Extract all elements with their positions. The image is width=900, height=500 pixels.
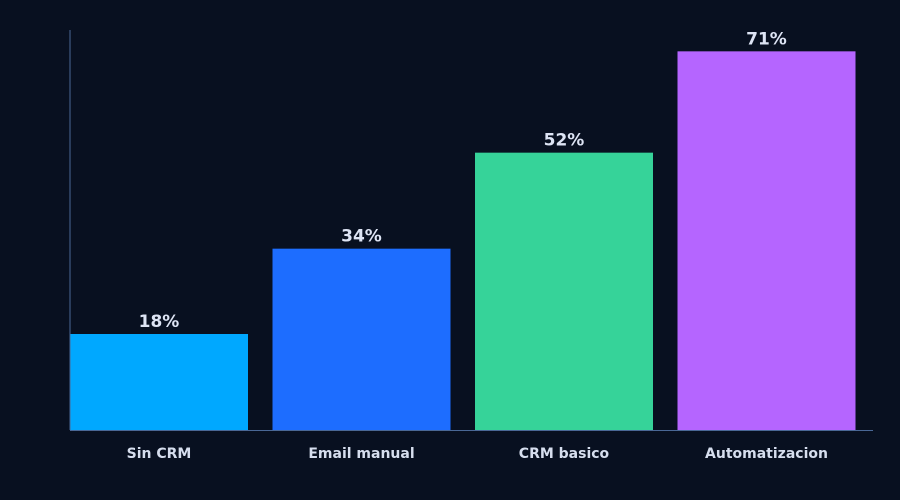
x-tick-labels-group: Sin CRM Email manual CRM basico Automatizac… bbox=[127, 446, 828, 462]
x-tick-label-3: Automatizacion bbox=[705, 446, 828, 462]
x-tick-label-0: Sin CRM bbox=[127, 446, 192, 462]
bar-value-label-1: 34% bbox=[341, 227, 382, 247]
x-tick-label-2: CRM basico bbox=[519, 446, 610, 462]
bar-value-label-0: 18% bbox=[139, 312, 180, 332]
bar-0 bbox=[70, 334, 248, 430]
bar-1 bbox=[272, 248, 451, 430]
x-tick-label-1: Email manual bbox=[308, 446, 414, 462]
bar-2 bbox=[475, 152, 653, 430]
value-labels-group: 18% 34% 52% 71% bbox=[139, 29, 787, 332]
bar-value-label-2: 52% bbox=[544, 131, 585, 151]
bar-3 bbox=[677, 51, 856, 430]
bar-value-label-3: 71% bbox=[746, 29, 787, 49]
bars-group bbox=[70, 51, 856, 430]
